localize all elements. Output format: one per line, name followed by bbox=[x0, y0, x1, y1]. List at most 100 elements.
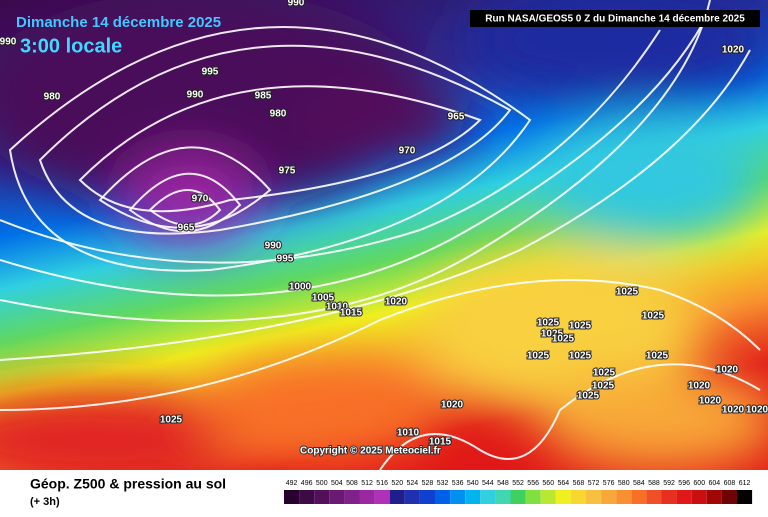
scale-swatch bbox=[374, 490, 390, 504]
isobar-label: 1025 bbox=[577, 391, 600, 402]
isobar-label: 1025 bbox=[527, 351, 550, 362]
isobar-label: 1005 bbox=[312, 293, 335, 304]
color-scale: 492 496 500 504 508 512 516 520 524 528 532 536 540 5… bbox=[284, 480, 753, 504]
isobar-labels: 990 990 995 980 990 985 980 965 970 975 970 965 990 9… bbox=[0, 0, 768, 449]
scale-swatch bbox=[495, 490, 511, 504]
isobar-label: 970 bbox=[192, 194, 209, 205]
scale-label: 492 bbox=[286, 480, 298, 487]
scale-swatch bbox=[450, 490, 466, 504]
isobar-label: 980 bbox=[270, 109, 287, 120]
scale-label: 568 bbox=[573, 480, 585, 487]
scale-label: 580 bbox=[618, 480, 630, 487]
scale-swatch bbox=[631, 490, 647, 504]
scale-label: 552 bbox=[512, 480, 524, 487]
scale-label: 576 bbox=[603, 480, 615, 487]
scale-label: 588 bbox=[648, 480, 660, 487]
scale-label: 500 bbox=[316, 480, 328, 487]
scale-swatch bbox=[359, 490, 375, 504]
scale-label: 504 bbox=[331, 480, 343, 487]
isobar-label: 970 bbox=[399, 146, 416, 157]
scale-label: 532 bbox=[437, 480, 449, 487]
scale-swatch bbox=[570, 490, 586, 504]
isobar-label: 980 bbox=[44, 92, 61, 103]
scale-label: 496 bbox=[301, 480, 313, 487]
isobar-label: 990 bbox=[288, 0, 305, 9]
isobar-label: 1020 bbox=[441, 400, 464, 411]
scale-swatch bbox=[435, 490, 451, 504]
scale-swatch bbox=[525, 490, 541, 504]
scale-swatch bbox=[344, 490, 360, 504]
scale-swatch bbox=[480, 490, 496, 504]
scale-swatch bbox=[555, 490, 571, 504]
scale-label: 524 bbox=[407, 480, 419, 487]
isobar-label: 1020 bbox=[746, 405, 768, 416]
scale-label: 560 bbox=[542, 480, 554, 487]
isobar-label: 995 bbox=[202, 67, 219, 78]
isobar-label: 1020 bbox=[688, 381, 711, 392]
scale-swatch bbox=[586, 490, 602, 504]
map-time: 3:00 locale bbox=[20, 35, 122, 57]
isobar-label: 1025 bbox=[569, 321, 592, 332]
scale-swatch bbox=[616, 490, 632, 504]
isobar-label: 1025 bbox=[552, 334, 575, 345]
scale-swatch bbox=[419, 490, 435, 504]
isobar-label: 965 bbox=[178, 223, 195, 234]
scale-label: 536 bbox=[452, 480, 464, 487]
isobar-label: 985 bbox=[255, 91, 272, 102]
scale-swatch bbox=[299, 490, 315, 504]
scale-label: 564 bbox=[558, 480, 570, 487]
isobar-label: 990 bbox=[0, 37, 17, 48]
isobar-label: 975 bbox=[279, 166, 296, 177]
scale-swatch bbox=[284, 490, 300, 504]
run-box bbox=[470, 10, 760, 27]
isobar-label: 990 bbox=[187, 90, 204, 101]
isobar-label: 1025 bbox=[616, 287, 639, 298]
isobar-label: 1025 bbox=[592, 381, 615, 392]
scale-label: 608 bbox=[724, 480, 736, 487]
isobar-label: 1020 bbox=[722, 45, 745, 56]
map-date: Dimanche 14 décembre 2025 bbox=[16, 14, 221, 31]
scale-swatch bbox=[661, 490, 677, 504]
scale-label: 584 bbox=[633, 480, 645, 487]
scale-swatch bbox=[389, 490, 405, 504]
isobar-label: 990 bbox=[265, 241, 282, 252]
scale-label: 600 bbox=[693, 480, 705, 487]
scale-label: 612 bbox=[739, 480, 751, 487]
isobar-label: 1025 bbox=[642, 311, 665, 322]
scale-label: 516 bbox=[376, 480, 388, 487]
isobar-label: 1015 bbox=[340, 308, 363, 319]
isobar-label: 1025 bbox=[537, 318, 560, 329]
isobar-label: 1015 bbox=[429, 437, 452, 448]
isobar-label: 1020 bbox=[722, 405, 745, 416]
header: Dimanche 14 décembre 2025 3:00 locale Ru… bbox=[16, 10, 760, 57]
scale-swatch bbox=[706, 490, 722, 504]
run-info: Run NASA/GEOS5 0 Z du Dimanche 14 décemb… bbox=[485, 14, 745, 25]
scale-swatch bbox=[329, 490, 345, 504]
scale-label: 596 bbox=[678, 480, 690, 487]
isobar-label: 1020 bbox=[699, 396, 722, 407]
scale-label: 508 bbox=[346, 480, 358, 487]
scale-swatch bbox=[721, 490, 737, 504]
scale-swatch bbox=[646, 490, 662, 504]
footer-subtitle: (+ 3h) bbox=[30, 496, 60, 508]
map bbox=[0, 0, 768, 490]
scale-swatch bbox=[737, 490, 753, 504]
isobar-label: 1020 bbox=[716, 365, 739, 376]
scale-swatch bbox=[691, 490, 707, 504]
scale-swatch bbox=[465, 490, 481, 504]
isobar-label: 1025 bbox=[646, 351, 669, 362]
scale-swatch bbox=[540, 490, 556, 504]
scale-label: 520 bbox=[391, 480, 403, 487]
isobar-label: 1020 bbox=[385, 297, 408, 308]
scale-label: 604 bbox=[709, 480, 721, 487]
scale-label: 540 bbox=[467, 480, 479, 487]
copyright: Copyright © 2025 Meteociel.fr bbox=[300, 446, 441, 457]
scale-swatch bbox=[314, 490, 330, 504]
scale-label: 572 bbox=[588, 480, 600, 487]
scale-label: 548 bbox=[497, 480, 509, 487]
scale-swatch bbox=[404, 490, 420, 504]
scale-label: 528 bbox=[422, 480, 434, 487]
isobar-label: 995 bbox=[277, 254, 294, 265]
scale-label: 544 bbox=[482, 480, 494, 487]
